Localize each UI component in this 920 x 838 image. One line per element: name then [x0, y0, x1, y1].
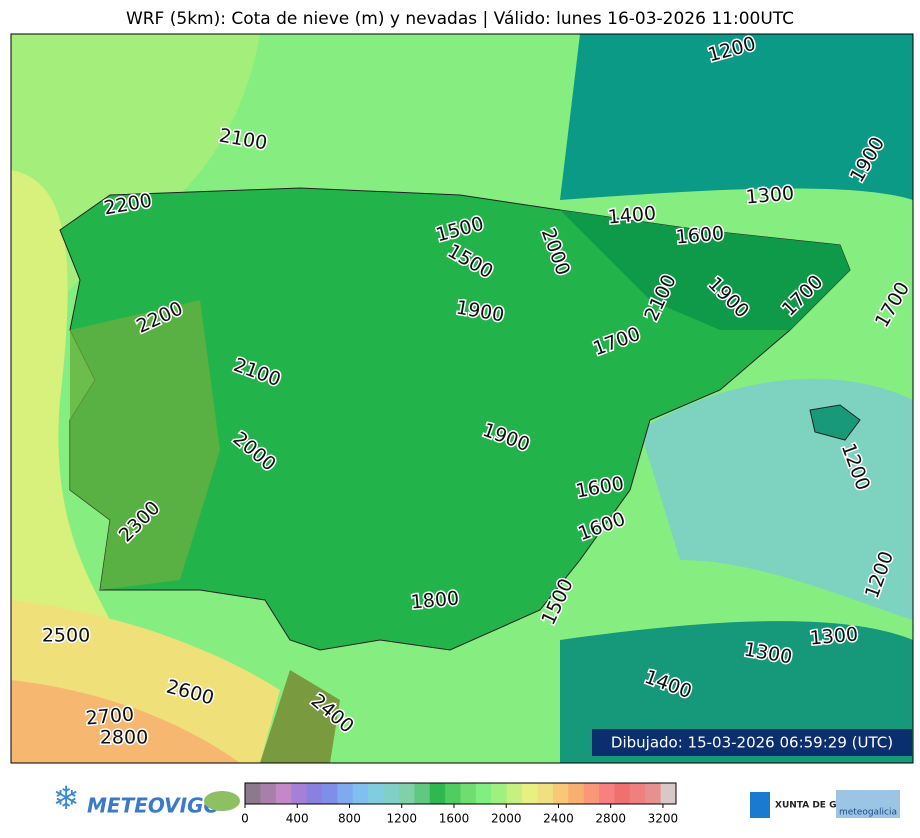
contour-label: 1300 — [809, 623, 859, 649]
colorbar-segment — [475, 783, 492, 804]
colorbar-segment — [245, 783, 261, 804]
colorbar-segment — [552, 783, 569, 804]
colorbar-segment — [506, 783, 523, 804]
colorbar-segment — [460, 783, 477, 804]
contour-label: 1200 — [706, 33, 758, 67]
xunta: XUNTA DE GALICIA — [775, 801, 869, 811]
colorbar-segment — [583, 783, 600, 804]
colorbar-frame — [244, 782, 677, 805]
colorbar-segment — [537, 783, 554, 804]
colorbar-tick-label: 2400 — [543, 812, 574, 826]
snowflake-icon: ❄ — [53, 779, 80, 817]
colorbar: 0 400 800 1200 1600 2000 2400 2800 3200 — [241, 782, 679, 826]
brand: METEOVIGO — [87, 794, 221, 818]
colorbar-segment — [645, 783, 662, 804]
map — [11, 34, 913, 763]
colorbar-tick-label: 0 — [241, 812, 249, 826]
colorbar-tick-label: 2800 — [595, 812, 626, 826]
contour-label: 2500 — [42, 625, 90, 647]
xunta-icon — [750, 792, 770, 818]
colorbar-segment — [599, 783, 615, 804]
contour-label: 1800 — [410, 587, 460, 613]
leaf-icon — [204, 791, 240, 811]
colorbar-segment — [491, 783, 508, 804]
colorbar-tick-label: 1600 — [439, 812, 470, 826]
meteogalicia-logo — [836, 790, 900, 818]
contour-label: 1300 — [745, 182, 795, 208]
drawn-time: Dibujado: 15-03-2026 06:59:29 (UTC) — [611, 734, 893, 752]
colorbar-tick-label: 3200 — [648, 812, 679, 826]
contour-label: 2800 — [100, 727, 148, 749]
colorbar-segment — [522, 783, 538, 804]
colorbar-segment — [291, 783, 308, 804]
colorbar-segment — [352, 783, 369, 804]
colorbar-tick-label: 2000 — [491, 812, 522, 826]
colorbar-tick-label: 1200 — [386, 812, 417, 826]
colorbar-segment — [445, 783, 461, 804]
colorbar-segment — [398, 783, 415, 804]
colorbar-tick-label: 400 — [286, 812, 309, 826]
colorbar-segment — [306, 783, 323, 804]
title: WRF (5km): Cota de nieve (m) y nevadas |… — [126, 9, 794, 29]
colorbar-segment — [429, 783, 446, 804]
contour-label: 1400 — [642, 666, 695, 703]
drawn-box — [592, 729, 912, 756]
colorbar-segment — [368, 783, 385, 804]
colorbar-segment — [629, 783, 646, 804]
colorbar-segment — [275, 783, 292, 804]
map-frame — [10, 33, 914, 764]
contour-label: 1400 — [607, 202, 657, 228]
colorbar-segment — [614, 783, 631, 804]
colorbar-segment — [660, 783, 677, 804]
colorbar-segment — [568, 783, 585, 804]
colorbar-segment — [321, 783, 338, 804]
colorbar-segment — [414, 783, 431, 804]
colorbar-segment — [260, 783, 277, 804]
colorbar-tick-label: 800 — [338, 812, 361, 826]
colorbar-segment — [383, 783, 400, 804]
contour-label: 1600 — [675, 222, 725, 248]
colorbar-segment — [337, 783, 354, 804]
meteogalicia: meteogalicia — [839, 808, 897, 818]
